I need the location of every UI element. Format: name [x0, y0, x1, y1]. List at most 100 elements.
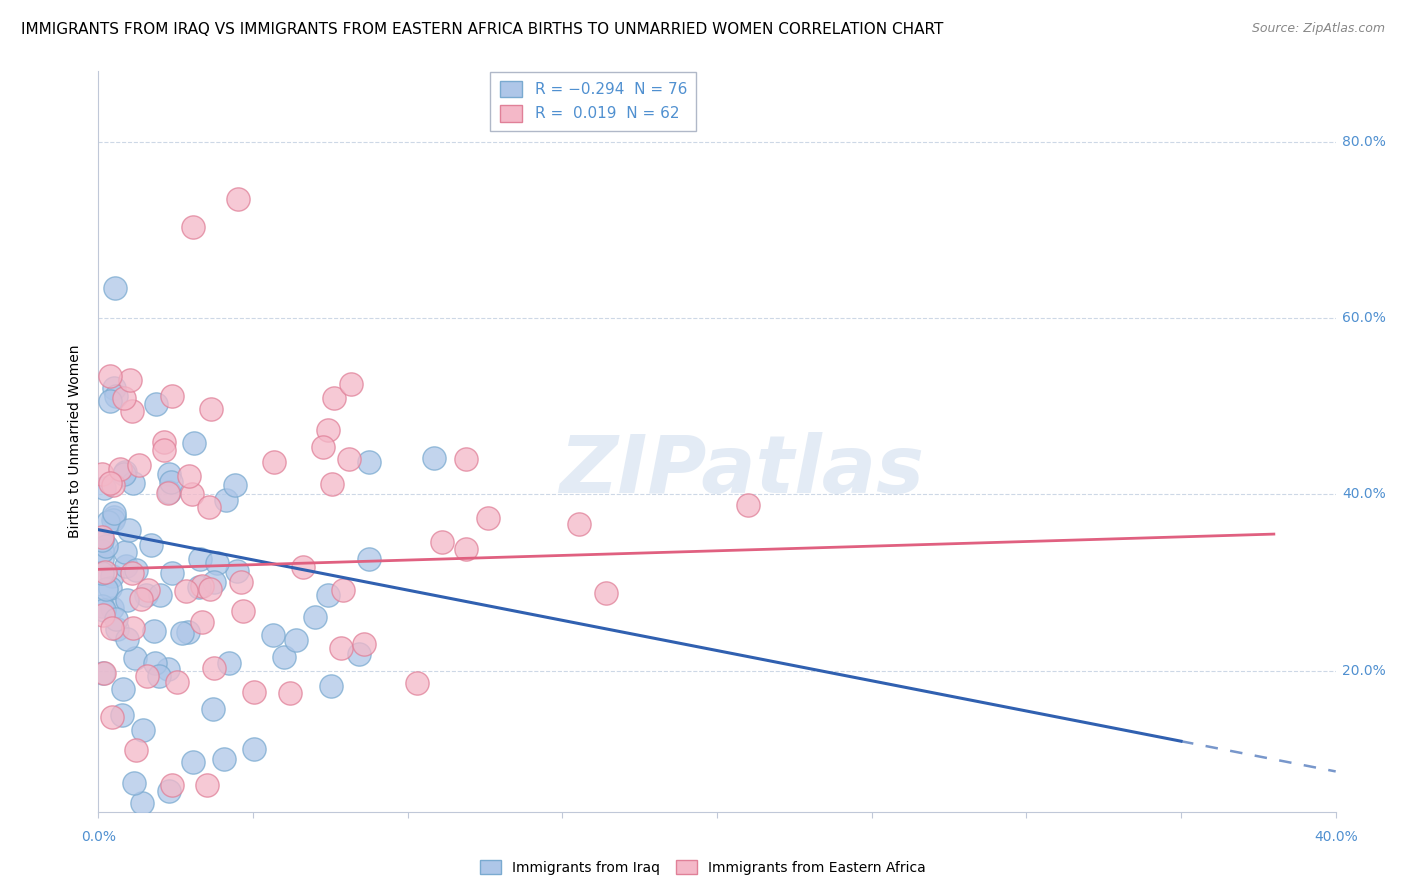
Point [225, 564, 247, 578]
Point [347, 647, 370, 661]
Point [157, 784, 180, 798]
Point [181, 755, 204, 769]
Point [100, 601, 122, 615]
Point [136, 582, 159, 597]
Point [212, 752, 235, 766]
Point [124, 650, 146, 665]
Point [172, 626, 194, 640]
Point [103, 510, 125, 524]
Point [108, 462, 131, 476]
Point [181, 220, 204, 235]
Point [406, 676, 429, 690]
Point [262, 628, 284, 642]
Point [93, 665, 115, 680]
Point [162, 778, 184, 792]
Point [177, 469, 200, 483]
Point [422, 450, 444, 465]
Point [90, 530, 112, 544]
Point [160, 566, 183, 580]
Point [312, 441, 335, 455]
Point [90, 543, 112, 558]
Point [100, 569, 122, 583]
Point [132, 723, 155, 737]
Point [110, 708, 132, 723]
Point [122, 621, 145, 635]
Point [291, 560, 314, 574]
Text: Source: ZipAtlas.com: Source: ZipAtlas.com [1251, 22, 1385, 36]
Point [340, 377, 363, 392]
Y-axis label: Births to Unmarried Women: Births to Unmarried Women [69, 345, 83, 538]
Text: 60.0%: 60.0% [1341, 311, 1386, 326]
Point [353, 637, 375, 651]
Point [321, 680, 343, 694]
Point [243, 742, 266, 756]
Point [101, 621, 124, 635]
Point [160, 389, 183, 403]
Point [242, 685, 264, 699]
Point [229, 574, 252, 589]
Point [456, 451, 478, 466]
Point [477, 511, 499, 525]
Point [90, 533, 112, 548]
Point [159, 475, 181, 489]
Text: 20.0%: 20.0% [1341, 664, 1386, 678]
Point [148, 669, 170, 683]
Point [101, 710, 124, 724]
Point [332, 582, 354, 597]
Point [91, 599, 114, 614]
Point [90, 552, 112, 566]
Point [188, 551, 211, 566]
Point [112, 467, 135, 482]
Point [135, 669, 157, 683]
Text: IMMIGRANTS FROM IRAQ VS IMMIGRANTS FROM EASTERN AFRICA BIRTHS TO UNMARRIED WOMEN: IMMIGRANTS FROM IRAQ VS IMMIGRANTS FROM … [21, 22, 943, 37]
Point [134, 588, 156, 602]
Point [321, 477, 343, 491]
Point [111, 681, 134, 696]
Point [200, 582, 222, 596]
Point [159, 485, 181, 500]
Point [104, 612, 127, 626]
Point [191, 579, 214, 593]
Legend: R = −0.294  N = 76, R =  0.019  N = 62: R = −0.294 N = 76, R = 0.019 N = 62 [491, 71, 696, 131]
Point [737, 498, 759, 512]
Point [224, 478, 246, 492]
Point [568, 517, 591, 532]
Point [90, 467, 112, 482]
Point [91, 608, 114, 623]
Point [143, 624, 166, 639]
Point [131, 796, 153, 810]
Point [359, 552, 381, 566]
Point [104, 389, 127, 403]
Point [226, 192, 249, 206]
Point [157, 467, 180, 482]
Point [595, 586, 617, 600]
Point [191, 615, 214, 629]
Point [318, 588, 340, 602]
Point [337, 451, 360, 466]
Point [103, 381, 125, 395]
Point [117, 593, 139, 607]
Point [157, 486, 180, 500]
Point [143, 656, 166, 670]
Point [330, 640, 353, 655]
Point [128, 458, 150, 472]
Point [91, 666, 114, 681]
Point [316, 423, 339, 437]
Point [98, 581, 121, 595]
Point [207, 556, 229, 570]
Point [201, 702, 224, 716]
Point [204, 661, 226, 675]
Point [114, 465, 136, 479]
Point [129, 592, 152, 607]
Point [122, 776, 145, 790]
Point [125, 564, 148, 578]
Point [94, 565, 117, 579]
Point [176, 625, 198, 640]
Point [114, 544, 136, 558]
Point [278, 686, 301, 700]
Point [112, 391, 135, 405]
Point [215, 493, 238, 508]
Text: 80.0%: 80.0% [1341, 135, 1386, 149]
Point [202, 574, 225, 589]
Point [118, 523, 141, 537]
